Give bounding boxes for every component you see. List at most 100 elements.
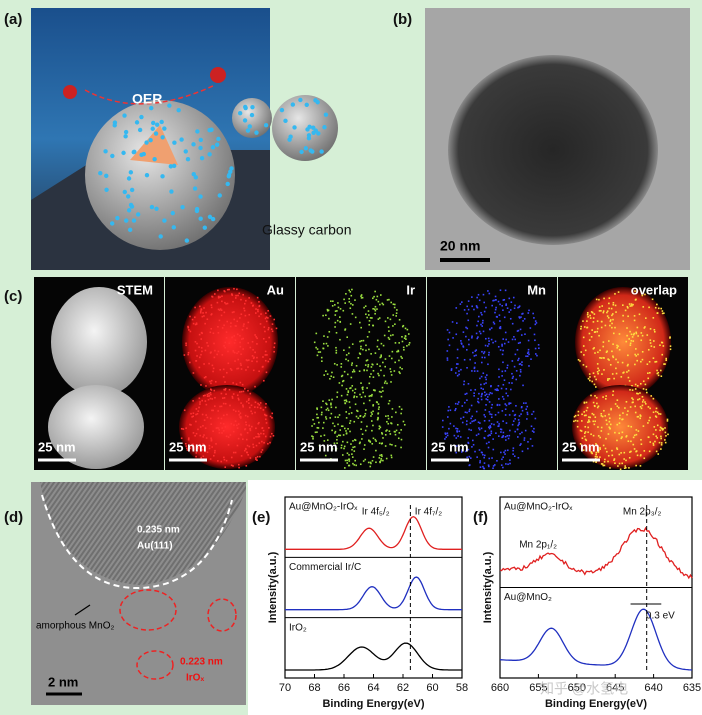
- signal: [473, 420, 475, 422]
- nanoparticle: [272, 95, 338, 161]
- signal: [591, 380, 594, 383]
- signal: [340, 425, 343, 427]
- signal: [372, 404, 375, 406]
- signal: [520, 413, 522, 415]
- signal: [405, 338, 407, 340]
- signal: [237, 398, 240, 401]
- signal: [372, 410, 374, 413]
- signal: [327, 309, 330, 312]
- signal: [380, 395, 383, 398]
- signal: [614, 293, 616, 295]
- signal: [336, 391, 339, 394]
- signal: [219, 296, 221, 298]
- signal: [346, 373, 349, 376]
- ion: [194, 206, 200, 212]
- signal: [189, 423, 191, 426]
- signal: [664, 431, 667, 434]
- signal: [187, 353, 190, 356]
- signal: [448, 427, 450, 430]
- signal: [218, 432, 221, 434]
- signal: [210, 313, 213, 316]
- signal: [485, 382, 487, 384]
- ion: [154, 206, 159, 212]
- signal: [473, 367, 476, 370]
- signal: [220, 314, 223, 317]
- signal: [323, 374, 325, 376]
- signal: [217, 308, 220, 311]
- signal: [640, 339, 643, 342]
- signal: [533, 317, 535, 319]
- ion: [210, 145, 216, 150]
- signal: [334, 326, 336, 328]
- signal: [317, 351, 320, 353]
- signal: [653, 426, 656, 428]
- signal: [244, 414, 247, 417]
- signal: [273, 350, 275, 353]
- signal: [254, 385, 256, 388]
- signal: [463, 401, 466, 404]
- signal: [237, 423, 240, 425]
- ion: [311, 130, 316, 135]
- signal: [235, 424, 238, 427]
- signal: [655, 435, 658, 437]
- signal: [583, 354, 585, 356]
- signal: [384, 365, 386, 368]
- signal: [593, 347, 595, 349]
- signal: [248, 398, 250, 400]
- signal: [502, 436, 504, 438]
- signal: [617, 465, 619, 467]
- panel-label: (e): [252, 509, 270, 526]
- signal: [396, 350, 398, 353]
- signal: [334, 430, 337, 433]
- signal: [473, 355, 476, 357]
- scale-label: 25 nm: [300, 439, 338, 454]
- signal: [654, 306, 657, 309]
- signal: [244, 387, 246, 390]
- signal: [212, 332, 215, 335]
- signal: [368, 395, 371, 398]
- signal: [380, 369, 382, 372]
- signal: [505, 338, 507, 341]
- signal: [457, 363, 459, 365]
- signal: [658, 413, 660, 415]
- signal: [491, 392, 493, 395]
- signal: [603, 464, 606, 467]
- signal: [220, 417, 223, 420]
- signal: [362, 416, 365, 418]
- ion: [126, 194, 131, 199]
- signal: [196, 413, 199, 415]
- signal: [590, 394, 592, 397]
- signal: [388, 298, 390, 301]
- signal: [648, 450, 651, 453]
- signal: [585, 401, 588, 404]
- signal: [591, 452, 593, 455]
- signal: [499, 327, 502, 330]
- signal: [645, 317, 647, 319]
- signal: [481, 313, 483, 316]
- signal: [400, 408, 403, 411]
- x-tick-label: 66: [338, 682, 350, 694]
- signal: [250, 302, 253, 304]
- signal: [195, 455, 197, 458]
- signal: [474, 362, 476, 364]
- map-tile: [427, 277, 557, 470]
- signal: [461, 449, 463, 451]
- signal: [582, 345, 585, 347]
- signal: [343, 399, 346, 402]
- signal: [642, 306, 645, 308]
- signal: [487, 363, 489, 366]
- signal: [335, 447, 338, 450]
- signal: [446, 350, 449, 352]
- ion: [245, 128, 251, 133]
- signal: [505, 404, 508, 407]
- signal: [194, 316, 196, 319]
- signal: [630, 440, 632, 443]
- signal: [267, 360, 270, 363]
- signal: [371, 459, 374, 462]
- signal: [343, 298, 345, 301]
- signal: [251, 412, 254, 415]
- signal: [201, 315, 204, 318]
- signal: [637, 430, 640, 432]
- signal: [494, 414, 497, 416]
- signal: [603, 357, 605, 359]
